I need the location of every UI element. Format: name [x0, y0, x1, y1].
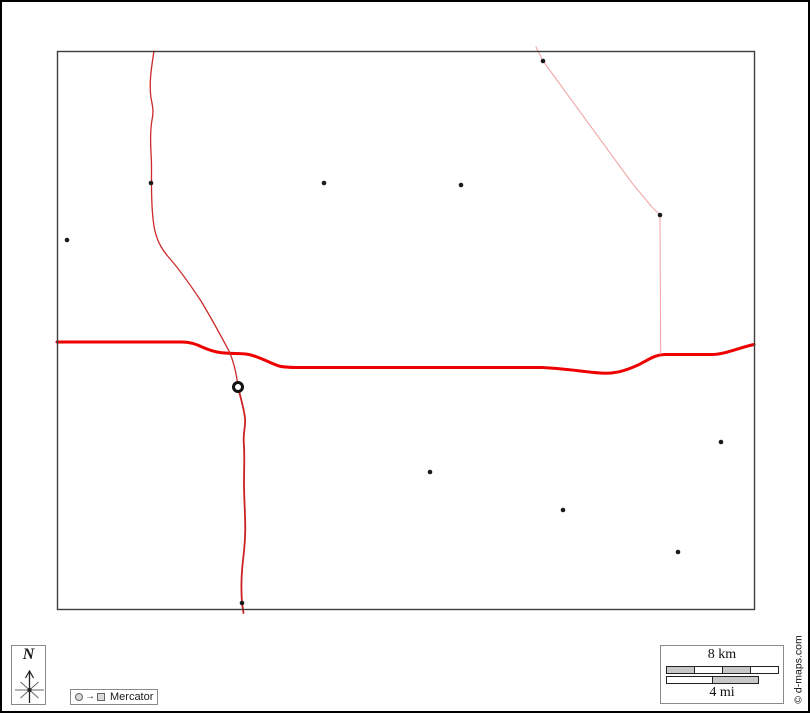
scale-segment	[695, 667, 723, 673]
town-dot	[148, 180, 154, 186]
scale-km-label: 8 km	[707, 647, 737, 662]
town-dot	[718, 439, 724, 445]
north-arrow-icon	[15, 669, 44, 703]
town-dot	[321, 180, 327, 186]
copyright-credit: © d-maps.com	[792, 635, 805, 704]
road-south	[237, 386, 247, 614]
scale-segment	[667, 667, 695, 673]
town-dot	[239, 600, 245, 606]
scale-segment	[723, 667, 751, 673]
sphere-icon	[75, 693, 83, 701]
road-northeast-diagonal	[535, 46, 662, 355]
map-frame	[56, 50, 756, 611]
scale-segment	[713, 677, 758, 683]
town-dot	[64, 237, 70, 243]
scale-segment	[667, 677, 713, 683]
scale-km-bar	[666, 666, 779, 674]
scale-bar-box: 8 km 4 mi	[660, 645, 784, 704]
town-dot	[560, 507, 566, 513]
compass-box: N	[11, 645, 46, 705]
plane-icon	[97, 693, 105, 701]
city-ring-marker	[232, 381, 244, 393]
road-northwest	[149, 50, 239, 388]
projection-legend: → Mercator	[70, 689, 158, 705]
town-dot	[675, 549, 681, 555]
projection-label: Mercator	[110, 690, 154, 703]
scale-segment	[751, 667, 778, 673]
north-label: N	[22, 646, 35, 663]
highway-main	[55, 340, 756, 375]
town-dot	[458, 182, 464, 188]
projection-arrow-icon: →	[85, 691, 95, 702]
scale-mi-bar	[666, 676, 759, 684]
town-dot	[427, 469, 433, 475]
scale-mi-label: 4 mi	[709, 685, 735, 700]
town-dot	[540, 58, 546, 64]
town-dot	[657, 212, 663, 218]
